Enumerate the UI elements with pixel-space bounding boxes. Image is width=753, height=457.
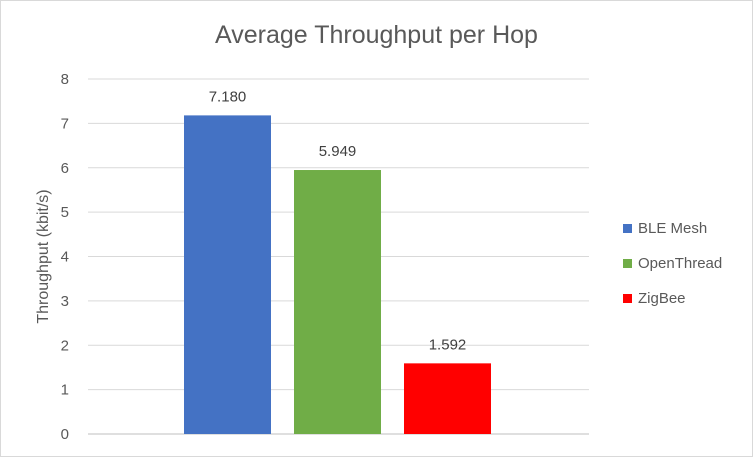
- data-label: 1.592: [429, 336, 467, 353]
- data-label: 7.180: [209, 88, 247, 105]
- legend-swatch: [623, 259, 632, 268]
- legend-swatch: [623, 224, 632, 233]
- y-tick-label: 7: [61, 115, 69, 132]
- legend-label: OpenThread: [638, 255, 723, 272]
- legend: BLE Mesh OpenThread ZigBee: [623, 211, 722, 316]
- y-tick-label: 1: [61, 382, 69, 399]
- bar: [404, 363, 491, 434]
- legend-swatch: [623, 294, 632, 303]
- bar: [294, 170, 381, 434]
- legend-item: BLE Mesh: [623, 211, 722, 246]
- y-axis-title: Throughput (kbit/s): [35, 189, 52, 323]
- y-tick-label: 5: [61, 204, 69, 221]
- data-label: 5.949: [319, 143, 357, 160]
- y-tick-label: 0: [61, 426, 69, 443]
- legend-item: OpenThread: [623, 246, 722, 281]
- y-tick-label: 2: [61, 337, 69, 354]
- y-tick-label: 8: [61, 71, 69, 88]
- bar: [184, 115, 271, 434]
- legend-item: ZigBee: [623, 281, 722, 316]
- legend-label: ZigBee: [638, 290, 686, 307]
- y-tick-label: 3: [61, 293, 69, 310]
- y-tick-label: 6: [61, 160, 69, 177]
- legend-label: BLE Mesh: [638, 220, 708, 237]
- chart-title: Average Throughput per Hop: [215, 21, 538, 49]
- y-tick-label: 4: [61, 249, 69, 266]
